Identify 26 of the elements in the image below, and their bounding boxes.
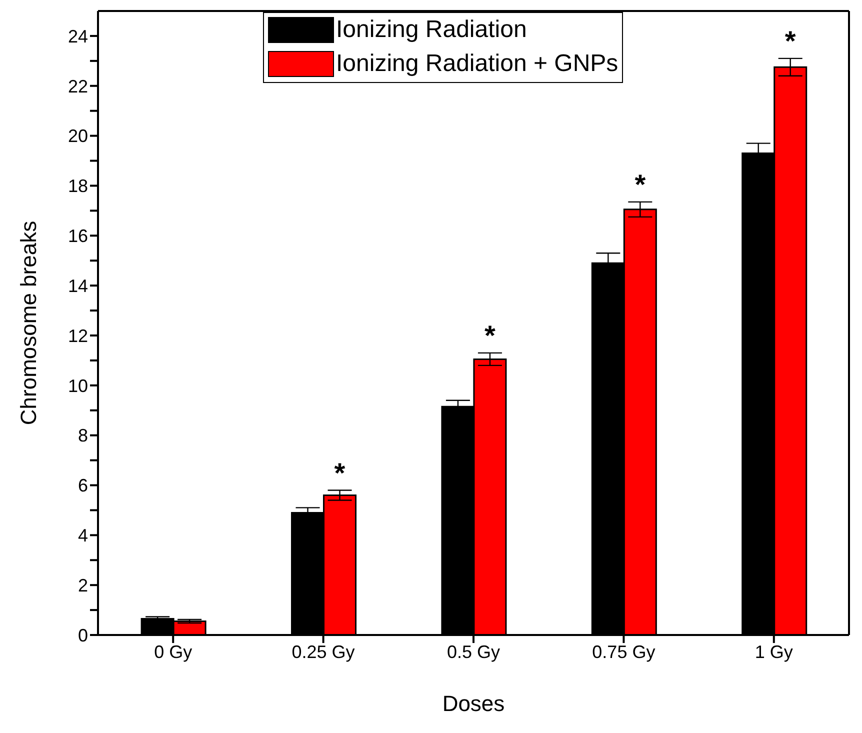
x-axis-title: Doses	[442, 691, 505, 716]
y-tick-label: 24	[68, 26, 88, 46]
x-tick-label: 0.25 Gy	[292, 642, 355, 662]
data-label: *	[484, 320, 496, 351]
y-tick-label: 16	[68, 226, 88, 246]
x-tick-label: 0.75 Gy	[592, 642, 656, 662]
y-tick-label: 12	[68, 326, 88, 346]
y-tick-label: 14	[68, 276, 88, 296]
y-tick-label: 0	[78, 625, 88, 646]
data-label: *	[784, 25, 796, 56]
data-label: *	[334, 457, 346, 488]
y-tick-label: 6	[78, 476, 88, 496]
y-tick-label: 20	[68, 126, 88, 146]
data-label: *	[634, 168, 646, 200]
legend-label: Ionizing Radiation	[336, 16, 527, 44]
x-tick-label: 0 Gy	[154, 642, 192, 662]
y-axis-title: Chromosome breaks	[16, 220, 41, 426]
y-tick-label: 22	[68, 76, 88, 96]
y-tick-label: 4	[78, 526, 88, 546]
x-tick-label: 0.5 Gy	[446, 642, 500, 662]
legend-label: Ionizing Radiation + GNPs	[336, 50, 618, 78]
y-tick-label: 2	[78, 575, 88, 596]
x-tick-label: 1 Gy	[754, 642, 793, 662]
y-tick-label: 10	[68, 376, 88, 396]
y-tick-label: 8	[78, 426, 88, 446]
y-tick-label: 18	[68, 176, 88, 196]
